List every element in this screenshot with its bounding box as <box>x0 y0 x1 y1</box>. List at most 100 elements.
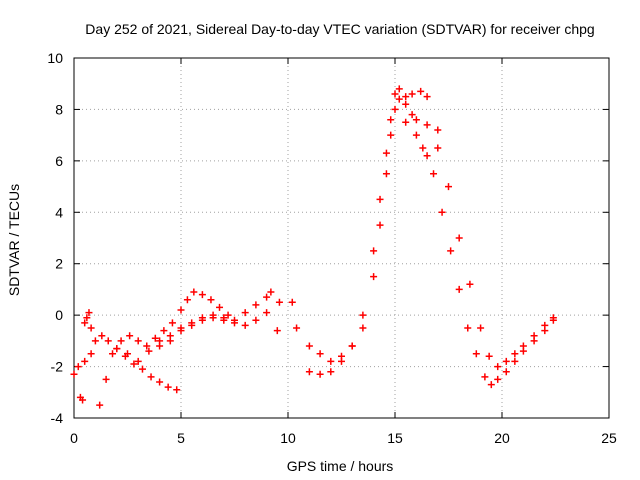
data-point <box>511 350 519 358</box>
data-point <box>79 396 87 404</box>
data-point <box>147 373 155 381</box>
data-point <box>438 208 446 216</box>
data-point <box>126 332 134 340</box>
y-tick-label: -4 <box>51 410 64 426</box>
data-point <box>91 337 99 345</box>
y-tick-label: 8 <box>55 101 63 117</box>
data-point <box>81 357 89 365</box>
data-point <box>447 247 455 255</box>
x-tick-label: 0 <box>70 430 78 446</box>
data-point <box>327 368 335 376</box>
data-point <box>376 221 384 229</box>
data-point <box>541 321 549 329</box>
data-point <box>83 314 91 322</box>
chart-title: Day 252 of 2021, Sidereal Day-to-day VTE… <box>85 21 594 37</box>
data-point <box>207 296 215 304</box>
data-point <box>408 90 416 98</box>
data-point <box>156 378 164 386</box>
data-point <box>434 144 442 152</box>
grid <box>74 58 609 418</box>
series-isolated <box>273 298 301 335</box>
data-point <box>188 319 196 327</box>
data-point <box>224 311 232 319</box>
data-point <box>173 386 181 394</box>
data-point <box>156 337 164 345</box>
data-point <box>338 357 345 365</box>
data-point <box>134 337 142 345</box>
data-point <box>198 291 206 299</box>
data-point <box>145 347 153 355</box>
data-point <box>164 383 172 391</box>
data-point <box>316 350 324 358</box>
data-point <box>391 105 399 113</box>
data-point <box>455 285 463 293</box>
x-tick-label: 10 <box>280 430 296 446</box>
data-point <box>87 324 95 332</box>
data-point <box>198 314 206 322</box>
data-point <box>87 350 95 358</box>
data-point <box>109 350 117 358</box>
data-point <box>395 85 403 93</box>
data-point <box>549 314 557 322</box>
y-tick-label: 2 <box>55 256 63 272</box>
y-tick-label: 4 <box>55 204 63 220</box>
data-point <box>395 95 403 103</box>
data-point <box>387 116 395 124</box>
data-point <box>430 170 438 178</box>
data-point <box>85 309 93 317</box>
data-point <box>382 170 390 178</box>
data-point <box>216 303 224 311</box>
data-point <box>412 116 420 124</box>
data-point <box>494 363 502 371</box>
data-point <box>263 293 271 301</box>
data-point <box>502 357 510 365</box>
data-point <box>348 342 356 350</box>
data-point <box>96 401 104 409</box>
data-point <box>98 332 106 340</box>
data-point <box>241 309 249 317</box>
data-point <box>267 288 275 296</box>
y-tick-label: 0 <box>55 307 63 323</box>
data-point <box>466 280 474 288</box>
data-point <box>359 324 367 332</box>
data-point <box>387 131 395 139</box>
data-point <box>391 90 399 98</box>
data-point <box>160 327 168 335</box>
data-point <box>252 301 260 309</box>
x-axis-title: GPS time / hours <box>287 458 394 474</box>
x-tick-label: 20 <box>494 430 510 446</box>
data-point <box>81 319 89 327</box>
data-point <box>134 357 142 365</box>
data-point <box>359 311 367 319</box>
data-point <box>502 368 510 376</box>
data-point <box>293 324 301 332</box>
data-point <box>177 324 185 332</box>
data-point <box>370 247 378 255</box>
data-point <box>370 273 378 281</box>
data-point <box>423 93 431 101</box>
y-tick-label: -2 <box>51 359 64 375</box>
data-point <box>273 327 281 335</box>
data-point <box>316 370 324 378</box>
data-point <box>412 131 420 139</box>
data-point <box>487 381 495 389</box>
data-point <box>209 311 217 319</box>
data-point <box>252 316 260 324</box>
data-point <box>530 332 538 340</box>
data-point <box>481 373 489 381</box>
data-point <box>382 149 390 157</box>
data-point <box>74 363 82 371</box>
data-point <box>143 342 151 350</box>
data-point <box>423 152 431 160</box>
data-point <box>166 332 174 340</box>
data-point <box>138 365 146 373</box>
data-point <box>104 337 112 345</box>
data-point <box>275 298 283 306</box>
data-point <box>231 316 238 324</box>
data-point <box>417 87 425 95</box>
data-point <box>434 126 442 134</box>
data-point <box>445 183 452 191</box>
data-point <box>130 360 138 368</box>
series-track-b <box>76 309 95 404</box>
